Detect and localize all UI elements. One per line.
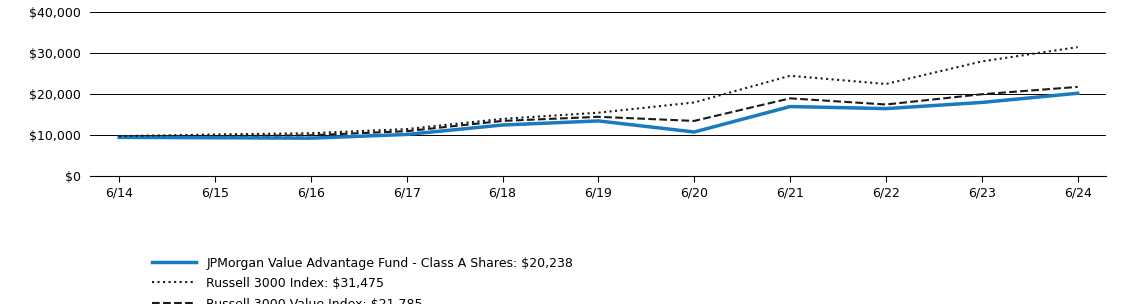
Legend: JPMorgan Value Advantage Fund - Class A Shares: $20,238, Russell 3000 Index: $31: JPMorgan Value Advantage Fund - Class A … xyxy=(148,251,578,304)
